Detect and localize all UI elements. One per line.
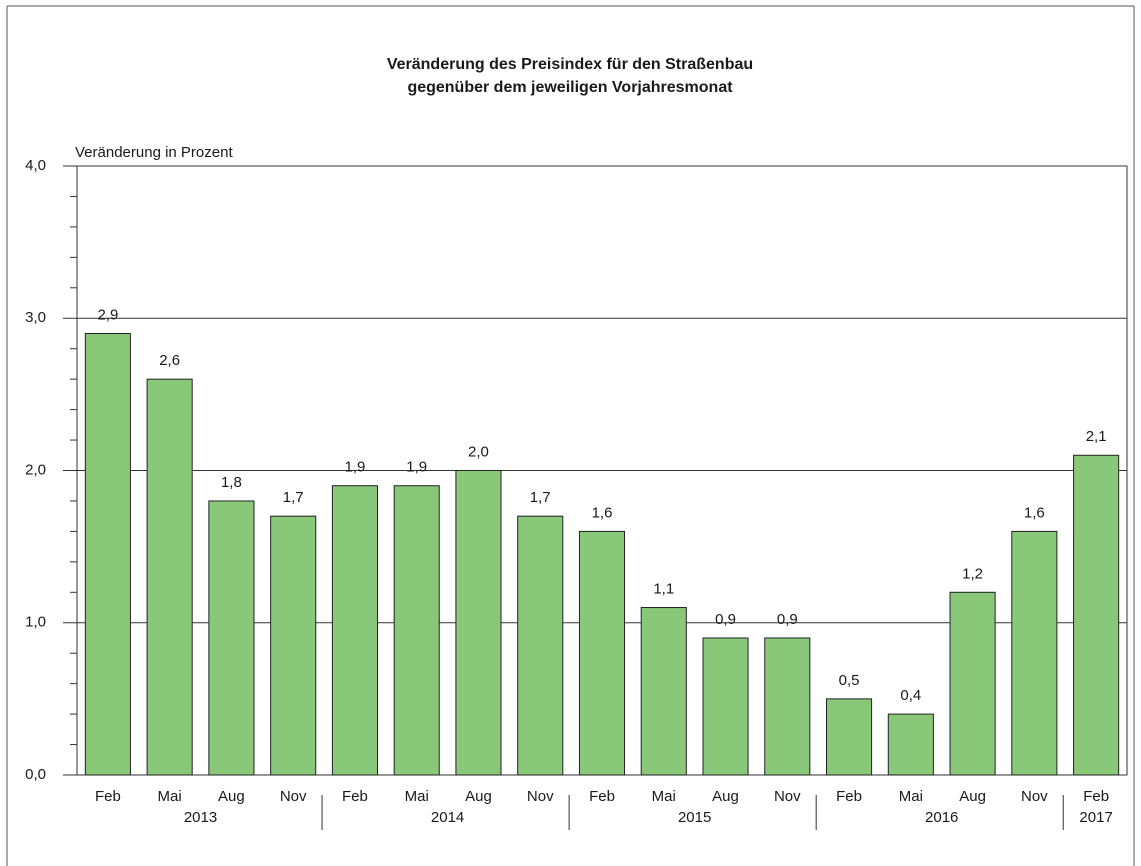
- y-tick-label: 4,0: [25, 157, 46, 174]
- y-tick-label: 1,0: [25, 614, 46, 631]
- x-tick-label: Feb: [95, 788, 121, 805]
- value-label: 1,6: [592, 504, 613, 521]
- bar: [949, 591, 996, 776]
- x-tick-label: Aug: [712, 788, 739, 805]
- value-label: 1,7: [283, 489, 304, 506]
- value-label: 2,6: [159, 352, 180, 369]
- x-tick-label: Aug: [959, 788, 986, 805]
- x-tick-label: Feb: [589, 788, 615, 805]
- value-label: 0,9: [715, 611, 736, 628]
- x-tick-label: Nov: [280, 788, 307, 805]
- bar: [1073, 454, 1120, 776]
- bar: [1011, 530, 1058, 776]
- x-tick-label: Feb: [836, 788, 862, 805]
- year-label: 2014: [431, 809, 464, 826]
- y-tick-label: 2,0: [25, 461, 46, 478]
- year-label: 2016: [925, 809, 958, 826]
- value-label: 1,8: [221, 474, 242, 491]
- value-label: 2,9: [97, 306, 118, 323]
- x-tick-label: Feb: [342, 788, 368, 805]
- x-tick-label: Aug: [218, 788, 245, 805]
- x-tick-label: Aug: [465, 788, 492, 805]
- x-tick-label: Nov: [527, 788, 554, 805]
- x-tick-label: Feb: [1083, 788, 1109, 805]
- bar: [887, 713, 934, 776]
- value-label: 1,1: [653, 580, 674, 597]
- value-label: 0,4: [900, 687, 921, 704]
- x-tick-label: Mai: [158, 788, 182, 805]
- y-axis-label: Veränderung in Prozent: [75, 144, 233, 161]
- bar: [146, 378, 193, 776]
- year-label: 2015: [678, 809, 711, 826]
- bar: [640, 607, 687, 776]
- value-label: 1,2: [962, 565, 983, 582]
- year-label: 2013: [184, 809, 217, 826]
- bar: [331, 485, 378, 776]
- x-tick-label: Mai: [652, 788, 676, 805]
- bar: [826, 698, 873, 776]
- x-tick-label: Nov: [774, 788, 801, 805]
- bar: [702, 637, 749, 776]
- value-label: 1,6: [1024, 504, 1045, 521]
- year-label: 2017: [1079, 809, 1112, 826]
- value-label: 0,9: [777, 611, 798, 628]
- x-tick-label: Nov: [1021, 788, 1048, 805]
- bar: [270, 515, 317, 776]
- bar: [455, 470, 502, 776]
- bar: [84, 332, 131, 776]
- value-label: 1,9: [345, 459, 366, 476]
- x-tick-label: Mai: [899, 788, 923, 805]
- value-label: 1,9: [406, 459, 427, 476]
- value-label: 0,5: [839, 672, 860, 689]
- bar: [517, 515, 564, 776]
- bar: [393, 485, 440, 776]
- y-tick-label: 3,0: [25, 309, 46, 326]
- chart-title: gegenüber dem jeweiligen Vorjahresmonat: [407, 79, 733, 96]
- bar: [578, 530, 626, 776]
- chart-title: Veränderung des Preisindex für den Straß…: [387, 56, 753, 73]
- bar: [208, 500, 255, 776]
- value-label: 1,7: [530, 489, 551, 506]
- y-tick-label: 0,0: [25, 766, 46, 783]
- value-label: 2,1: [1086, 428, 1107, 445]
- value-label: 2,0: [468, 443, 489, 460]
- bar: [764, 637, 811, 776]
- x-tick-label: Mai: [405, 788, 429, 805]
